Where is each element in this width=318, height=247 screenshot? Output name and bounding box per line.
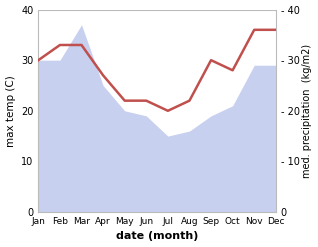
Y-axis label: max temp (C): max temp (C) [5,75,16,147]
X-axis label: date (month): date (month) [116,231,198,242]
Y-axis label: med. precipitation  (kg/m2): med. precipitation (kg/m2) [302,44,313,178]
